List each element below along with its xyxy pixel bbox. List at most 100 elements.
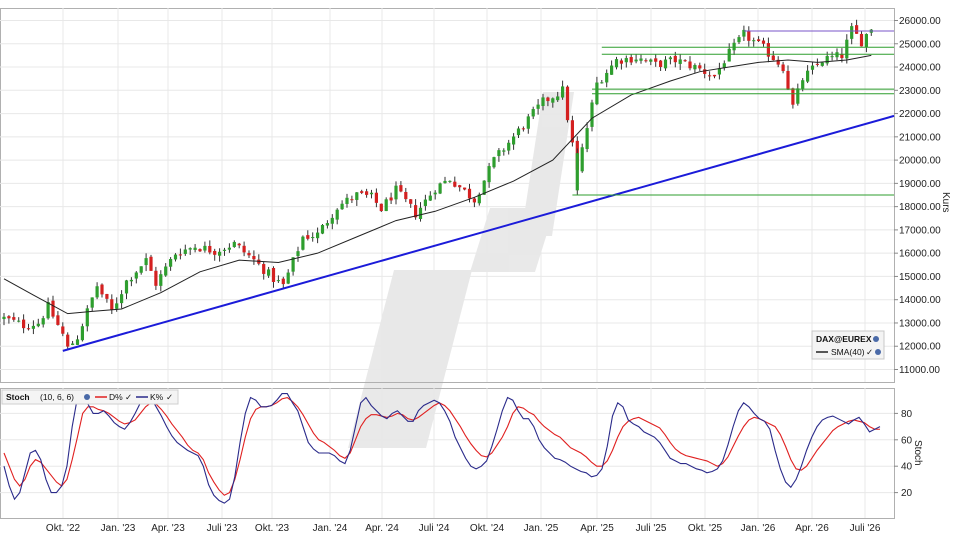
- candle-body: [51, 300, 55, 317]
- candle-body: [389, 197, 393, 201]
- price-legend-box: [811, 330, 885, 360]
- candle-body: [360, 191, 364, 193]
- candle-body: [139, 266, 143, 273]
- y-tick-label: 20000.00: [899, 156, 941, 167]
- candle-body: [232, 241, 236, 247]
- candle-body: [218, 251, 222, 256]
- candle-body: [311, 237, 315, 239]
- candle-body: [129, 279, 133, 282]
- candle-body: [428, 195, 432, 201]
- candle-body: [105, 293, 109, 299]
- candle-body: [668, 57, 672, 60]
- candle-body: [164, 266, 168, 276]
- x-tick-label: Okt. '25: [688, 523, 723, 534]
- y-tick-label: 11000.00: [899, 365, 940, 376]
- candle-body: [605, 72, 609, 83]
- candle-body: [614, 59, 619, 68]
- candle-body: [497, 150, 501, 157]
- candle-body: [781, 64, 785, 72]
- candle-body: [639, 58, 643, 61]
- y-tick-label: 25000.00: [899, 39, 941, 50]
- candle-body: [316, 232, 320, 239]
- x-tick-label: Juli '23: [207, 523, 238, 534]
- candle-body: [448, 180, 452, 182]
- x-tick-label: Apr. '23: [151, 523, 185, 534]
- candle-body: [659, 60, 663, 67]
- y-tick-label: 12000.00: [899, 342, 941, 353]
- candle-body: [477, 194, 481, 204]
- settings-dot-icon[interactable]: [873, 336, 879, 342]
- candle-body: [56, 315, 60, 325]
- candle-body: [644, 60, 648, 62]
- candle-body: [663, 59, 668, 69]
- candle-body: [590, 102, 594, 127]
- candle-body: [845, 39, 849, 59]
- x-tick-label: Jan. '25: [524, 523, 559, 534]
- candle-body: [698, 65, 702, 69]
- y-tick-label: 13000.00: [899, 318, 941, 329]
- candle-body: [409, 199, 413, 204]
- candle-body: [757, 39, 761, 42]
- candle-body: [404, 191, 408, 200]
- candle-body: [271, 267, 276, 282]
- candle-body: [610, 65, 614, 75]
- price-panel: 11000.00 12000.00 13000.00 14000.00 15000.00…: [0, 8, 941, 383]
- checkmark-icon[interactable]: ✓: [166, 392, 173, 402]
- candle-body: [433, 192, 437, 195]
- candle-body: [825, 56, 829, 64]
- y-tick-label: 18000.00: [899, 202, 941, 213]
- candle-body: [80, 326, 84, 341]
- legend-k-label: K%: [150, 392, 164, 402]
- candle-body: [575, 153, 579, 191]
- candle-body: [516, 128, 521, 136]
- candle-body: [71, 343, 75, 345]
- candle-body: [438, 183, 442, 194]
- candle-body: [512, 136, 516, 145]
- checkmark-icon[interactable]: ✓: [866, 347, 873, 357]
- y-tick-label: 16000.00: [899, 249, 941, 260]
- candle-body: [556, 96, 560, 101]
- candle-body: [541, 97, 545, 107]
- x-tick-label: Juli '26: [850, 523, 881, 534]
- candle-body: [708, 75, 712, 77]
- checkmark-icon[interactable]: ✓: [125, 392, 132, 402]
- candle-body: [276, 280, 280, 282]
- candle-body: [66, 334, 70, 347]
- y-tick-label: 22000.00: [899, 109, 941, 120]
- candle-body: [634, 59, 638, 62]
- candle-body: [75, 339, 80, 345]
- candle-body: [379, 203, 383, 212]
- x-tick-label: Apr. '24: [365, 523, 399, 534]
- stochastic-panel: Okt. '22 Jan. '23 Apr. '23 Juli '23 Okt. '23…: [0, 388, 913, 534]
- y-tick-label: 17000.00: [899, 225, 941, 236]
- candle-body: [521, 128, 525, 130]
- candle-body: [267, 269, 271, 276]
- candle-body: [169, 259, 173, 267]
- candle-body: [188, 248, 192, 250]
- stoch-y-tick-label: 40: [901, 462, 913, 473]
- candle-body: [330, 217, 334, 224]
- candle-body: [840, 53, 844, 59]
- candle-body: [208, 245, 212, 253]
- price-legend: DAX@EUREX SMA(40) ✓: [811, 330, 885, 360]
- candle-body: [561, 86, 565, 98]
- price-axis-label: Kurs: [940, 192, 951, 213]
- x-tick-label: Apr. '25: [580, 523, 614, 534]
- candle-body: [110, 299, 114, 310]
- candle-body: [365, 191, 369, 195]
- candle-body: [859, 33, 864, 47]
- candle-body: [124, 280, 129, 294]
- candle-body: [374, 192, 378, 203]
- candle-body: [771, 55, 775, 61]
- settings-dot-icon[interactable]: [875, 349, 881, 355]
- candle-body: [585, 128, 589, 150]
- watermark-logo: [348, 92, 574, 448]
- candle-body: [502, 150, 506, 152]
- candle-body: [864, 34, 868, 48]
- x-tick-label: Okt. '22: [46, 523, 81, 534]
- candle-body: [531, 109, 535, 117]
- candle-body: [183, 249, 187, 254]
- settings-dot-icon[interactable]: [84, 394, 90, 400]
- candle-body: [712, 74, 717, 77]
